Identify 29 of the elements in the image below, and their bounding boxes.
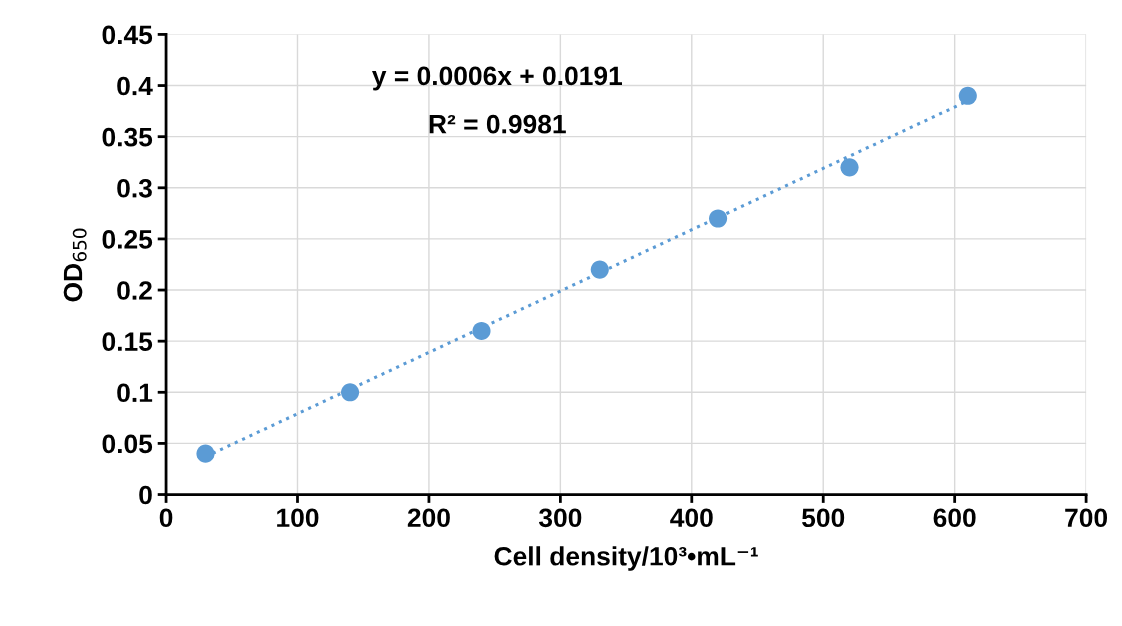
x-tick-label: 200 xyxy=(407,508,450,528)
point xyxy=(196,444,215,463)
point xyxy=(472,321,491,340)
point xyxy=(958,86,977,105)
x-tick-label: 300 xyxy=(538,508,582,528)
x-tick-label: 500 xyxy=(802,508,845,528)
y-tick-label: 0.2 xyxy=(117,281,152,300)
point xyxy=(590,260,609,279)
point xyxy=(840,158,859,177)
x-tick-label: 600 xyxy=(933,508,976,528)
x-tick-label: 700 xyxy=(1065,508,1108,528)
x-tick-label: 100 xyxy=(277,508,319,528)
point xyxy=(709,209,728,228)
y-tick-label: 0.25 xyxy=(102,230,153,249)
y-axis-title: OD$_{650}$ xyxy=(63,228,87,302)
x-tick-label: 400 xyxy=(670,508,713,528)
y-tick-label: 0.35 xyxy=(102,127,153,147)
annotation: R² = 0.9981 xyxy=(429,114,566,134)
y-tick-label: 0.1 xyxy=(117,383,153,403)
point xyxy=(341,383,360,402)
x-tick-label: 0 xyxy=(159,508,173,528)
y-tick-label: 0.4 xyxy=(117,76,153,96)
x-axis-title: Cell density/10³•mL⁻¹ xyxy=(494,546,758,571)
y-tick-label: 0.3 xyxy=(117,178,152,198)
y-tick-label: 0 xyxy=(139,485,152,505)
y-tick-label: 0.15 xyxy=(102,332,153,351)
y-tick-label: 0.05 xyxy=(102,434,153,454)
y-tick-label: 0.45 xyxy=(102,25,153,45)
annotation: y = 0.0006x + 0.0191 xyxy=(372,66,623,91)
